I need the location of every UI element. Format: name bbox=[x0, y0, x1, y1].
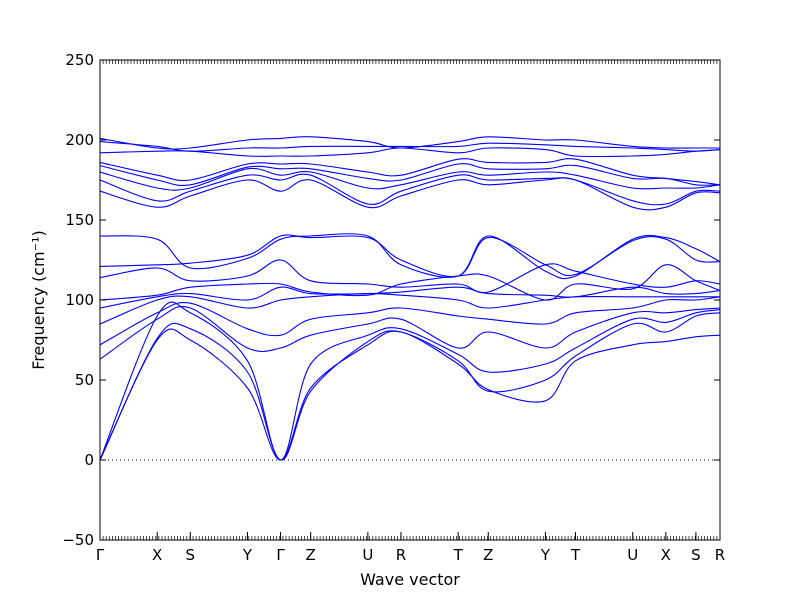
y-axis-ticks: −50 0 50 100 150 200 250 bbox=[62, 51, 720, 549]
phonon-band-line bbox=[100, 158, 720, 186]
x-tick-label: X bbox=[661, 546, 671, 564]
x-tick-label: Γ bbox=[96, 546, 105, 564]
x-tick-label: X bbox=[152, 546, 162, 564]
y-tick-label: 50 bbox=[75, 371, 94, 389]
x-tick-label: Z bbox=[306, 546, 316, 564]
phonon-band-line bbox=[100, 136, 720, 150]
y-axis-label: Frequency (cm⁻¹) bbox=[29, 230, 48, 369]
x-tick-label: Y bbox=[540, 546, 551, 564]
phonon-band-line bbox=[100, 264, 720, 301]
phonon-band-line bbox=[100, 286, 720, 309]
x-tick-label: S bbox=[691, 546, 701, 564]
x-tick-label: Z bbox=[483, 546, 493, 564]
phonon-band-line bbox=[100, 233, 720, 280]
phonon-band-line bbox=[100, 312, 720, 461]
phonon-band-line bbox=[100, 163, 720, 186]
y-tick-label: −50 bbox=[62, 531, 94, 549]
x-tick-label: U bbox=[627, 546, 638, 564]
x-minor-ticks bbox=[99, 60, 721, 540]
y-tick-label: 100 bbox=[65, 291, 94, 309]
phonon-band-line bbox=[100, 177, 720, 211]
phonon-band-line bbox=[100, 305, 720, 360]
x-tick-label: Y bbox=[242, 546, 253, 564]
x-tick-label: R bbox=[396, 546, 406, 564]
x-tick-label: T bbox=[453, 546, 464, 564]
phonon-band-line bbox=[100, 147, 720, 158]
phonon-band-line bbox=[100, 296, 720, 346]
phonon-band-line bbox=[100, 173, 720, 206]
y-tick-label: 0 bbox=[84, 451, 94, 469]
x-tick-label: U bbox=[362, 546, 373, 564]
phonon-band-line bbox=[100, 292, 720, 325]
x-tick-label: R bbox=[715, 546, 725, 564]
x-tick-label: S bbox=[186, 546, 196, 564]
y-tick-label: 200 bbox=[65, 131, 94, 149]
phonon-band-line bbox=[100, 141, 720, 152]
x-tick-label: T bbox=[570, 546, 581, 564]
phonon-band-line bbox=[100, 301, 720, 461]
phonon-band-line bbox=[100, 259, 720, 294]
x-axis-label: Wave vector bbox=[360, 570, 460, 589]
x-tick-label: Γ bbox=[276, 546, 285, 564]
phonon-band-line bbox=[100, 167, 720, 191]
y-tick-label: 250 bbox=[65, 51, 94, 69]
phonon-band-line bbox=[100, 234, 720, 278]
y-tick-label: 150 bbox=[65, 211, 94, 229]
